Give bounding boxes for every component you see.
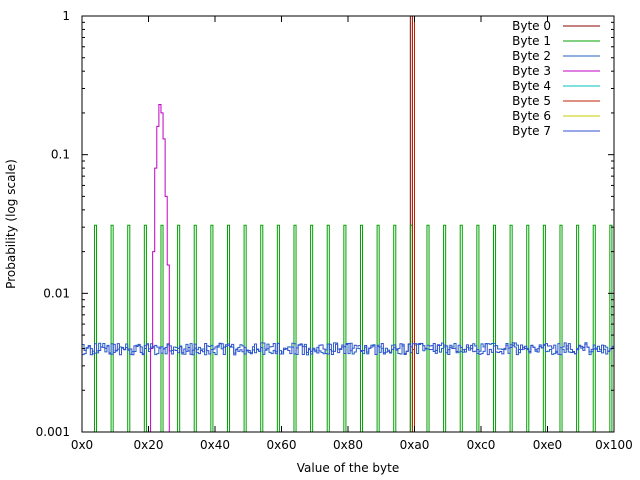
x-tick-label: 0xa0 (400, 438, 430, 452)
y-tick-label: 0.1 (51, 148, 70, 162)
legend-label: Byte 3 (512, 64, 551, 78)
series-byte-3-line (150, 104, 170, 432)
x-tick-label: 0x20 (133, 438, 163, 452)
x-tick-label: 0x80 (333, 438, 363, 452)
x-axis-ticks: 0x0 0x20 0x40 0x60 0x80 0xa0 0xc0 0xe0 0x100 (71, 16, 633, 452)
legend-label: Byte 2 (512, 49, 551, 63)
x-tick-label: 0x60 (266, 438, 296, 452)
series-byte-7-line (82, 342, 614, 356)
y-tick-label: 1 (62, 9, 70, 23)
x-axis-label: Value of the byte (297, 461, 399, 475)
legend-label: Byte 0 (512, 19, 551, 33)
x-tick-label: 0xe0 (533, 438, 562, 452)
x-tick-label: 0xc0 (467, 438, 496, 452)
y-axis-label: Probability (log scale) (4, 159, 18, 289)
x-tick-label: 0x40 (200, 438, 230, 452)
x-tick-label: 0x0 (71, 438, 93, 452)
legend-label: Byte 1 (512, 34, 551, 48)
y-axis-ticks: 0.001 0.01 0.1 1 (36, 9, 614, 439)
y-tick-label: 0.001 (36, 425, 70, 439)
y-tick-label: 0.01 (43, 286, 70, 300)
legend-label: Byte 7 (512, 124, 551, 138)
legend-label: Byte 4 (512, 79, 551, 93)
x-tick-label: 0x100 (595, 438, 633, 452)
legend-label: Byte 6 (512, 109, 551, 123)
legend-label: Byte 5 (512, 94, 551, 108)
